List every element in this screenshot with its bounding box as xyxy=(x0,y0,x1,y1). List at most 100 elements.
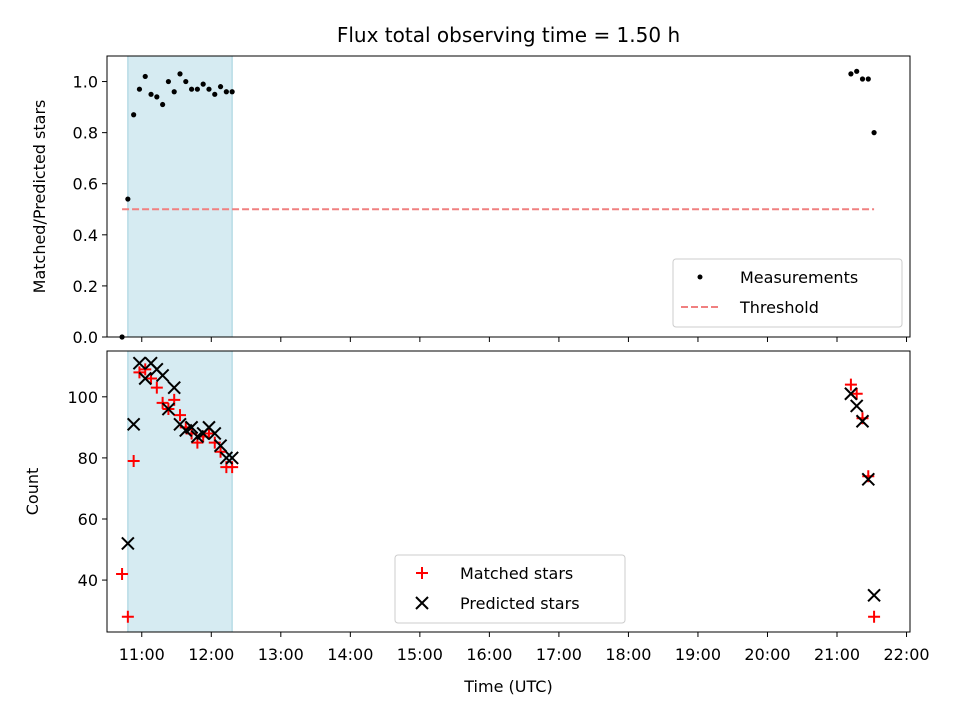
measurement-point xyxy=(212,91,218,97)
chart-title: Flux total observing time = 1.50 h xyxy=(337,23,680,47)
matched-star-point xyxy=(202,427,215,440)
bottom-panel: 40 60 80 100 11:00 12:00 13:00 14:00 15:00 16:00… xyxy=(23,350,930,696)
measurement-point xyxy=(194,86,200,92)
x-tick-label: 11:00 xyxy=(119,645,165,664)
measurement-point xyxy=(223,89,229,95)
y-tick-label: 80 xyxy=(78,449,98,468)
measurement-point xyxy=(183,78,189,85)
x-tick-label: 15:00 xyxy=(397,645,443,664)
y-tick-label: 60 xyxy=(78,510,98,529)
legend-measurements-label: Measurements xyxy=(740,268,858,287)
top-y-axis-label: Matched/Predicted stars xyxy=(30,100,49,294)
predicted-star-point xyxy=(867,588,881,603)
measurement-point xyxy=(136,86,143,92)
x-tick-label: 13:00 xyxy=(258,645,304,664)
bottom-legend-box xyxy=(394,554,626,624)
top-panel: 0.0 0.2 0.4 0.6 0.8 1.0 Flux total observing … xyxy=(30,23,911,347)
predicted-star-point xyxy=(225,451,239,465)
predicted-star-point xyxy=(126,417,141,432)
matched-star-point xyxy=(150,381,163,394)
measurement-point xyxy=(217,84,224,90)
measurement-point xyxy=(148,91,154,97)
bottom-observing-window xyxy=(127,350,233,633)
measurement-point xyxy=(865,76,871,82)
bottom-x-axis: 11:00 12:00 13:00 14:00 15:00 16:00 17:00 18:00… xyxy=(119,632,930,664)
measurement-point xyxy=(177,71,183,77)
measurement-point xyxy=(854,68,860,74)
measurement-point xyxy=(142,73,148,80)
measurement-points xyxy=(119,68,877,340)
legend-predicted-label: Predicted stars xyxy=(460,594,580,613)
predicted-star-point xyxy=(219,451,234,465)
matched-star-point xyxy=(850,387,863,400)
x-tick-label: 21:00 xyxy=(814,645,860,664)
x-tick-label: 18:00 xyxy=(605,645,651,664)
measurement-point xyxy=(871,130,877,136)
top-y-axis: 0.0 0.2 0.4 0.6 0.8 1.0 xyxy=(73,73,107,347)
predicted-star-point xyxy=(155,368,170,383)
x-tick-label: 12:00 xyxy=(188,645,234,664)
measurement-point xyxy=(154,94,160,100)
legend-threshold-label: Threshold xyxy=(739,298,819,317)
measurement-point xyxy=(160,101,166,108)
legend-matched-label: Matched stars xyxy=(460,564,573,583)
y-tick-label: 0.4 xyxy=(73,226,98,245)
measurement-point xyxy=(206,86,212,92)
x-tick-label: 14:00 xyxy=(327,645,373,664)
predicted-star-point xyxy=(121,536,135,551)
predicted-star-point xyxy=(861,472,875,486)
matched-star-point xyxy=(868,610,881,623)
legend-predicted-marker xyxy=(415,596,429,610)
legend-measurements-marker xyxy=(697,274,703,280)
shaded-region xyxy=(127,55,233,338)
top-x-axis xyxy=(141,337,908,342)
y-tick-label: 0.0 xyxy=(73,328,98,347)
top-legend: Measurements Threshold xyxy=(672,258,903,328)
x-axis-label: Time (UTC) xyxy=(463,677,552,696)
measurement-point xyxy=(229,89,235,95)
matched-star-point xyxy=(116,567,129,580)
measurement-point xyxy=(200,81,206,87)
top-legend-box xyxy=(672,258,903,328)
predicted-star-point xyxy=(167,380,181,395)
y-tick-label: 0.6 xyxy=(73,175,98,194)
legend-cross xyxy=(415,596,429,610)
x-tick-label: 20:00 xyxy=(744,645,790,664)
x-tick-label: 17:00 xyxy=(536,645,582,664)
measurement-point xyxy=(188,86,195,92)
matched-star-point xyxy=(127,454,140,467)
x-tick-label: 22:00 xyxy=(883,645,929,664)
bottom-y-axis-label: Count xyxy=(23,468,42,516)
bottom-plot-border xyxy=(106,350,911,633)
predicted-star-point xyxy=(184,420,199,435)
predicted-star-point xyxy=(855,414,870,428)
measurement-point xyxy=(165,78,172,85)
predicted-star-point xyxy=(132,356,147,370)
x-tick-label: 19:00 xyxy=(675,645,721,664)
measurement-point xyxy=(131,112,137,118)
legend-plus xyxy=(416,567,428,579)
y-tick-label: 1.0 xyxy=(73,73,98,92)
predicted-stars-points xyxy=(121,356,881,603)
y-tick-label: 100 xyxy=(67,388,98,407)
predicted-star-point xyxy=(138,371,152,386)
predicted-star-point xyxy=(208,426,222,441)
shaded-region xyxy=(127,350,233,633)
legend-matched-marker xyxy=(416,567,428,579)
matched-star-point xyxy=(844,378,857,391)
predicted-star-point xyxy=(849,399,864,413)
y-tick-label: 40 xyxy=(78,571,98,590)
y-tick-label: 0.8 xyxy=(73,124,98,143)
top-plot-border xyxy=(106,55,911,338)
predicted-star-point xyxy=(161,402,176,416)
measurement-point xyxy=(125,196,131,202)
measurement-point xyxy=(859,76,866,82)
measurement-point xyxy=(171,89,177,95)
y-tick-label: 0.2 xyxy=(73,277,98,296)
measurement-point xyxy=(848,71,854,77)
matched-star-point xyxy=(121,610,134,623)
predicted-star-point xyxy=(213,438,228,453)
bottom-y-axis: 40 60 80 100 xyxy=(67,388,107,590)
bottom-legend: Matched stars Predicted stars xyxy=(394,554,626,624)
